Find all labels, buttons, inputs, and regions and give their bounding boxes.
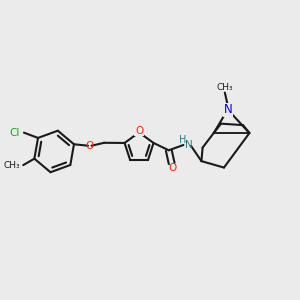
Text: O: O <box>168 163 177 172</box>
Text: H: H <box>179 135 187 145</box>
Text: N: N <box>185 140 193 150</box>
Text: CH₃: CH₃ <box>217 83 233 92</box>
Text: O: O <box>85 141 93 151</box>
Text: Cl: Cl <box>10 128 20 138</box>
Text: N: N <box>224 103 232 116</box>
Text: O: O <box>135 126 143 136</box>
Text: CH₃: CH₃ <box>4 160 20 169</box>
